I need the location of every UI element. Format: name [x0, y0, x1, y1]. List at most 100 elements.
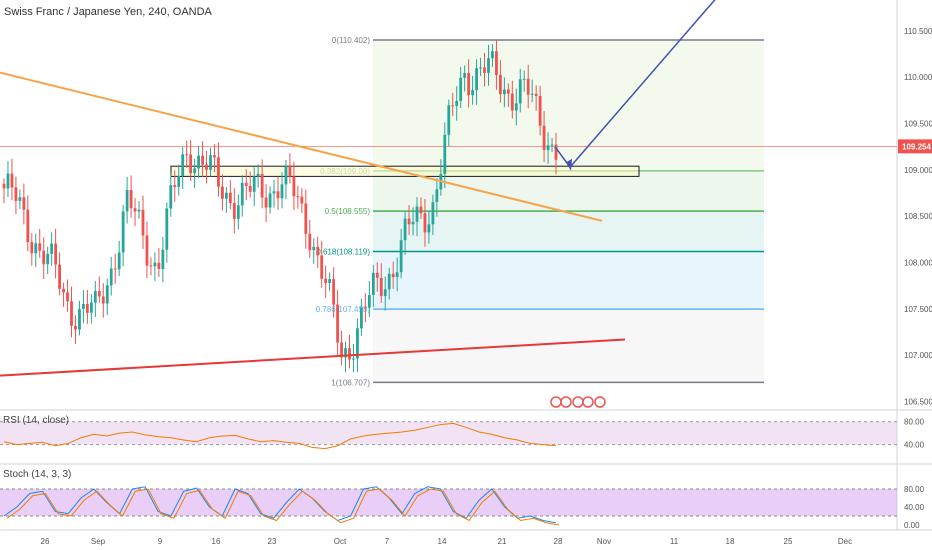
- candle-body: [554, 144, 558, 160]
- candle-body: [296, 196, 300, 198]
- candle-body: [50, 243, 54, 254]
- candle-body: [530, 93, 534, 95]
- candle-body: [411, 221, 415, 225]
- candle-body: [379, 277, 383, 297]
- candle-body: [403, 218, 407, 241]
- candle-body: [260, 173, 264, 198]
- candle-body: [534, 93, 538, 96]
- time-tick: 28: [554, 537, 563, 546]
- rsi-tick: 40.00: [904, 441, 925, 450]
- event-marker: [582, 396, 594, 408]
- candle-body: [224, 192, 228, 199]
- candle-body: [336, 304, 339, 343]
- candle-body: [407, 218, 411, 225]
- candle-body: [447, 105, 451, 135]
- candle-body: [495, 51, 498, 75]
- candle-body: [328, 279, 332, 284]
- time-tick: 9: [158, 537, 163, 546]
- fib-level-label: 0.618(108.119): [316, 248, 370, 257]
- candle-body: [367, 294, 371, 308]
- candle-body: [320, 255, 324, 279]
- candle-body: [324, 278, 328, 284]
- candle-body: [221, 186, 224, 199]
- price-tick: 110.000: [904, 73, 932, 82]
- fib-zone: [373, 40, 764, 171]
- candle-body: [153, 262, 157, 267]
- time-tick: 7: [385, 537, 390, 546]
- candle-body: [228, 192, 232, 204]
- rsi-pane-label: RSI (14, close): [3, 415, 70, 426]
- symbol-title: Swiss Franc / Japanese Yen, 240, OANDA: [4, 6, 212, 18]
- candle-body: [46, 253, 50, 265]
- candle-body: [54, 243, 58, 265]
- candle-body: [352, 358, 355, 360]
- candle-body: [415, 206, 419, 222]
- candle-body: [471, 90, 475, 96]
- time-tick: 25: [784, 537, 793, 546]
- candle-body: [467, 73, 471, 96]
- candle-body: [189, 154, 193, 174]
- time-tick: 18: [726, 537, 735, 546]
- event-marker: [594, 396, 606, 408]
- fib-level-label: 1(106.707): [331, 378, 370, 387]
- candle-body: [542, 125, 546, 150]
- candle-body: [363, 307, 367, 309]
- time-tick: Dec: [838, 537, 852, 546]
- candle-body: [240, 182, 244, 206]
- candle-body: [423, 213, 427, 233]
- candle-body: [197, 155, 200, 169]
- last-price-value: 109.254: [902, 142, 931, 151]
- stoch-tick: 40.00: [904, 503, 925, 512]
- candle-body: [546, 145, 550, 150]
- candle-body: [252, 176, 256, 192]
- stoch-d-line: [6, 488, 560, 526]
- candle-body: [6, 173, 10, 189]
- candle-body: [145, 235, 149, 266]
- candle-body: [125, 190, 129, 212]
- candle-body: [427, 224, 431, 233]
- time-tick: 23: [268, 537, 277, 546]
- support-zone-rectangle: [170, 165, 640, 177]
- candle-body: [129, 190, 133, 209]
- candle-body: [443, 134, 447, 174]
- fib-zone: [373, 251, 764, 310]
- candle-body: [483, 67, 486, 73]
- candle-body: [256, 173, 260, 177]
- candle-body: [113, 268, 117, 270]
- candle-body: [93, 291, 97, 303]
- candle-body: [451, 105, 455, 107]
- candle-body: [510, 93, 514, 111]
- time-tick: 14: [438, 537, 447, 546]
- candle-body: [85, 304, 89, 313]
- candle-body: [66, 292, 69, 302]
- candle-body: [157, 262, 161, 269]
- candle-body: [316, 246, 320, 256]
- candle-body: [387, 273, 391, 290]
- candle-body: [435, 189, 439, 203]
- candle-body: [70, 301, 73, 326]
- candle-body: [217, 157, 220, 187]
- candle-body: [177, 175, 181, 187]
- time-tick: 16: [212, 537, 221, 546]
- price-tick: 109.500: [904, 120, 932, 129]
- candle-body: [522, 78, 526, 80]
- candle-body: [117, 252, 121, 270]
- fib-level-label: 0.786(107.498): [316, 305, 371, 314]
- candle-body: [391, 273, 395, 278]
- candle-body: [34, 243, 38, 254]
- candle-body: [514, 103, 518, 111]
- time-tick: Oct: [334, 537, 347, 546]
- rsi-line: [3, 422, 557, 450]
- candle-body: [272, 191, 276, 194]
- candle-body: [475, 68, 478, 91]
- candle-body: [18, 197, 22, 201]
- candle-body: [10, 173, 14, 188]
- candle-body: [280, 184, 284, 199]
- candle-body: [375, 272, 379, 278]
- candle-body: [538, 95, 542, 126]
- candle-body: [109, 268, 113, 286]
- candle-body: [82, 304, 85, 309]
- candle-body: [244, 182, 248, 186]
- time-tick: 11: [670, 537, 679, 546]
